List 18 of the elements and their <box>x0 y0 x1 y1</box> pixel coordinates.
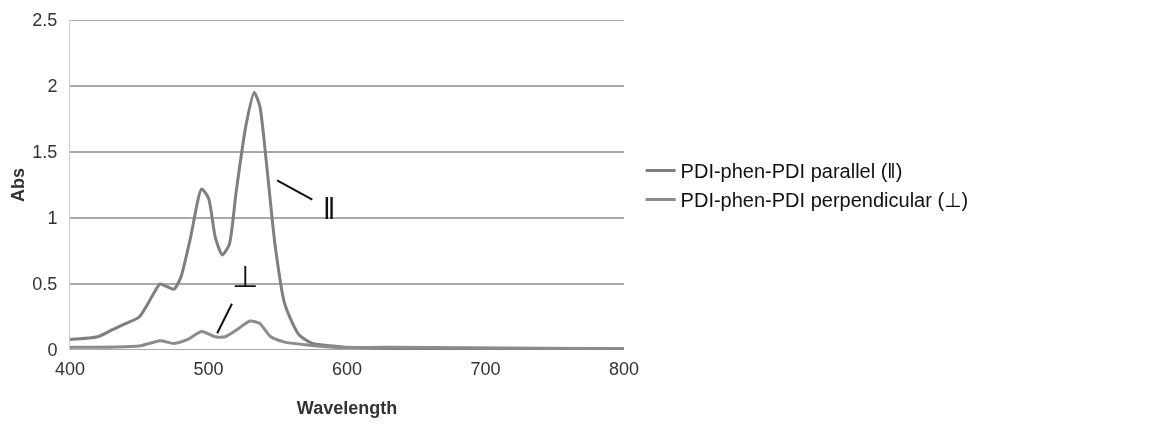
y-tick-label: 2 <box>47 76 58 97</box>
annotation: ⊥ <box>232 260 259 293</box>
line-series <box>70 319 624 350</box>
x-axis-title: Wavelength <box>296 398 398 418</box>
y-tick-label: 0.5 <box>32 274 58 295</box>
y-tick-label: 0 <box>47 340 58 361</box>
x-tick-label: 700 <box>470 359 501 379</box>
annotation: ‖ <box>323 192 336 225</box>
y-tick-label: 2.5 <box>32 10 58 31</box>
y-axis-title: Abs <box>8 167 28 203</box>
x-tick-label: 800 <box>608 359 640 379</box>
y-tick-label: 1.5 <box>32 142 58 163</box>
x-tick-label: 500 <box>193 359 224 379</box>
legend-label: PDI-phen-PDI perpendicular (⊥) <box>680 189 969 212</box>
x-tick-label: 600 <box>331 359 363 379</box>
legend-label: PDI-phen-PDI parallel (‖) <box>680 160 903 183</box>
x-tick-label: 400 <box>54 359 86 379</box>
y-tick-label: 1 <box>47 208 58 229</box>
